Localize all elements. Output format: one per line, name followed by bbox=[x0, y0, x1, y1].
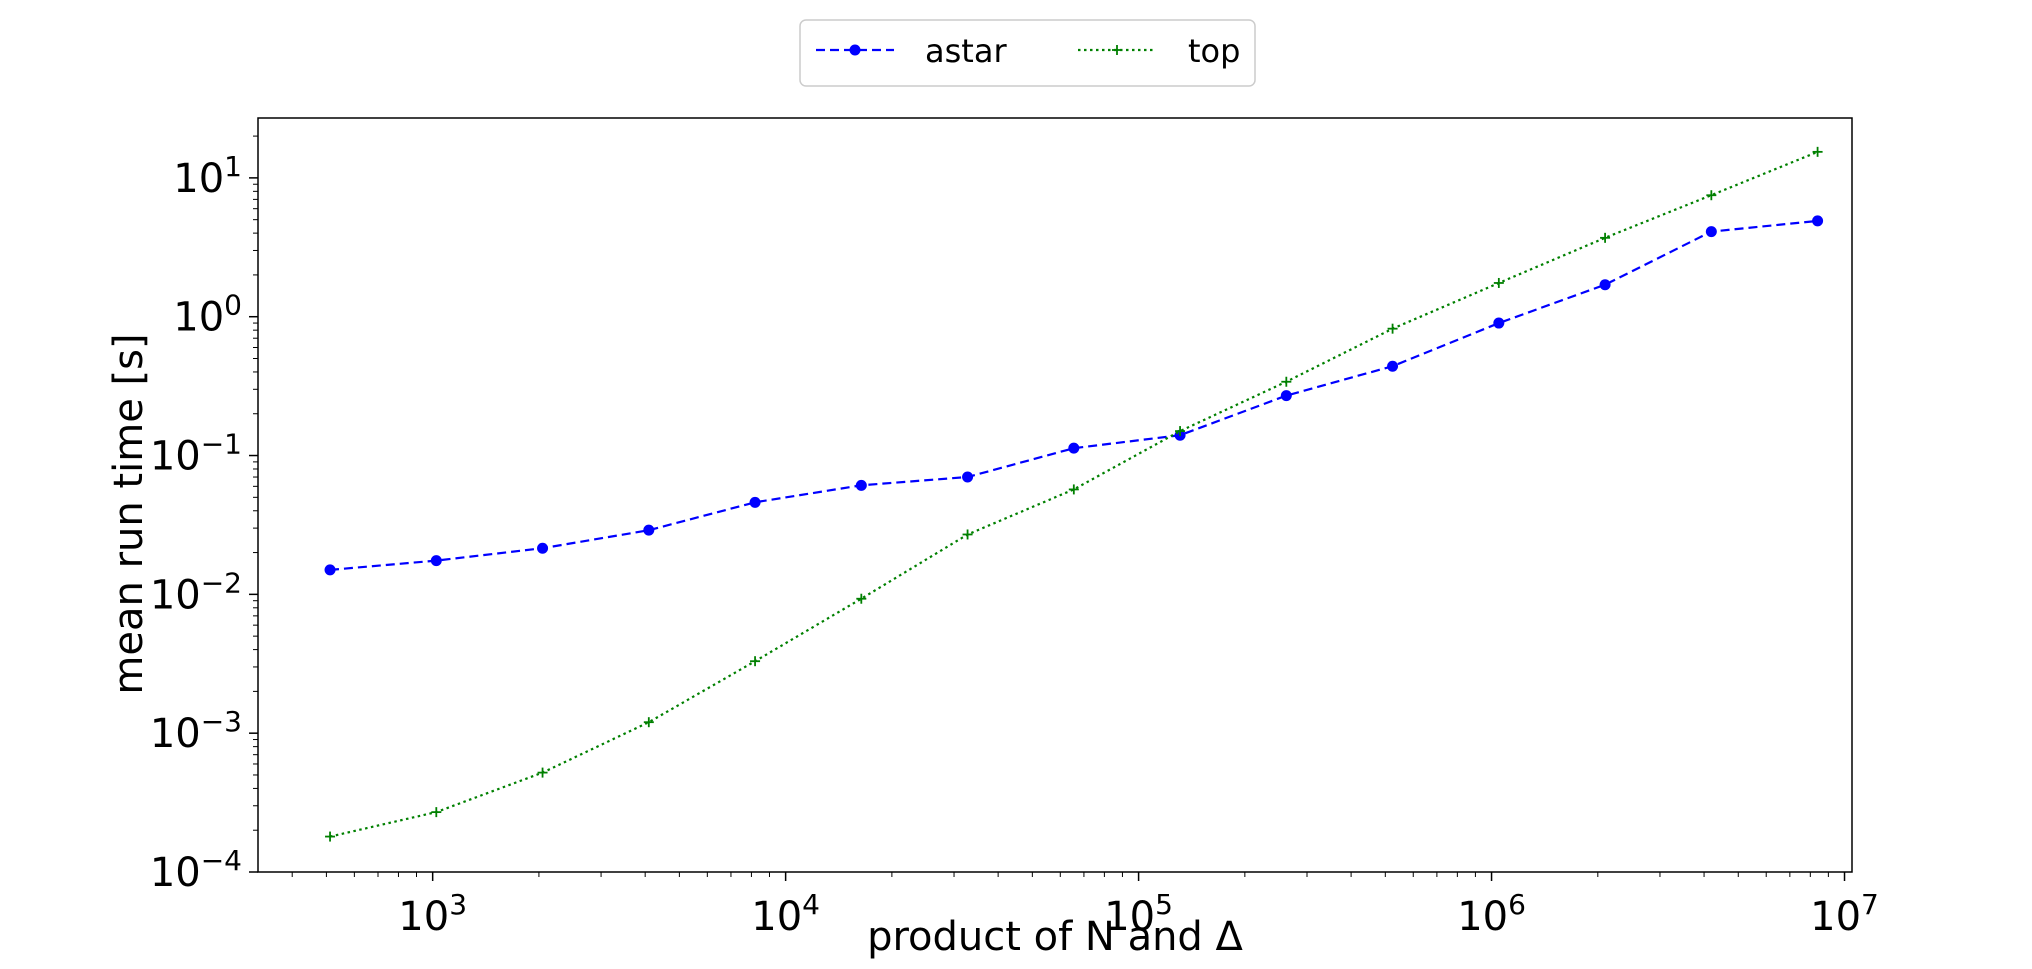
legend-label-top: top bbox=[1188, 32, 1240, 70]
legend-plus bbox=[1112, 45, 1122, 55]
x-tick-exponent: 7 bbox=[1861, 888, 1879, 921]
data-point-astar bbox=[1599, 279, 1611, 291]
y-axis-title: mean run time [s] bbox=[106, 333, 152, 694]
series-line-top bbox=[329, 150, 1819, 838]
x-tick-label: 105 bbox=[1104, 888, 1173, 940]
data-point-astar bbox=[1280, 390, 1292, 402]
y-tick-base: 10 bbox=[150, 572, 201, 618]
y-tick-label: 100 bbox=[173, 289, 242, 341]
plot-area bbox=[257, 117, 1853, 873]
x-tick-base: 10 bbox=[1104, 894, 1155, 940]
y-tick-base: 10 bbox=[173, 295, 224, 341]
data-point-top bbox=[431, 807, 442, 818]
data-point-astar bbox=[643, 524, 655, 536]
data-point-top bbox=[856, 593, 867, 604]
x-tick-label: 107 bbox=[1810, 888, 1879, 940]
data-point-astar bbox=[1705, 226, 1717, 238]
data-point-astar bbox=[855, 479, 867, 491]
y-tick-base: 10 bbox=[150, 850, 201, 896]
legend-marker-top bbox=[1112, 45, 1122, 55]
data-point-top bbox=[1281, 376, 1292, 387]
data-point-top bbox=[1068, 484, 1079, 495]
y-tick-exponent: 1 bbox=[224, 150, 242, 183]
y-tick-label: 10−1 bbox=[150, 428, 242, 480]
data-point-top bbox=[1600, 232, 1611, 243]
data-point-top bbox=[750, 656, 761, 667]
data-point-top bbox=[1493, 277, 1504, 288]
series-group bbox=[324, 146, 1824, 842]
series-astar bbox=[324, 215, 1824, 576]
y-tick-base: 10 bbox=[150, 711, 201, 757]
x-tick-exponent: 6 bbox=[1508, 888, 1526, 921]
x-tick-base: 10 bbox=[398, 894, 449, 940]
y-tick-exponent: −1 bbox=[201, 428, 242, 461]
x-axis-title: product of N and Δ bbox=[867, 914, 1243, 960]
data-point-top bbox=[325, 831, 336, 842]
x-tick-base: 10 bbox=[1457, 894, 1508, 940]
x-tick-base: 10 bbox=[1810, 894, 1861, 940]
series-top bbox=[325, 146, 1823, 842]
data-point-astar bbox=[1387, 360, 1399, 372]
y-tick-exponent: −4 bbox=[201, 844, 242, 877]
data-point-astar bbox=[962, 471, 974, 483]
legend-entry-top: top bbox=[1078, 32, 1240, 70]
data-point-astar bbox=[430, 555, 442, 567]
x-tick-exponent: 5 bbox=[1155, 888, 1173, 921]
data-point-astar bbox=[324, 564, 336, 576]
x-tick-label: 106 bbox=[1457, 888, 1526, 940]
data-point-top bbox=[537, 767, 548, 778]
legend: astar top bbox=[799, 19, 1256, 87]
x-tick-base: 10 bbox=[751, 894, 802, 940]
y-tick-label: 10−2 bbox=[150, 566, 242, 618]
x-tick-exponent: 4 bbox=[802, 888, 820, 921]
x-tick-label: 103 bbox=[398, 888, 467, 940]
data-point-top bbox=[1812, 146, 1823, 157]
legend-frame bbox=[799, 19, 1256, 87]
legend-entry-astar: astar bbox=[816, 32, 1007, 70]
legend-label-astar: astar bbox=[925, 32, 1007, 70]
y-tick-exponent: −3 bbox=[201, 705, 242, 738]
y-tick-base: 10 bbox=[150, 434, 201, 480]
y-tick-exponent: −2 bbox=[201, 566, 242, 599]
plot-frame bbox=[257, 117, 1853, 873]
y-tick-exponent: 0 bbox=[224, 289, 242, 322]
x-tick-label: 104 bbox=[751, 888, 820, 940]
data-point-astar bbox=[749, 496, 761, 508]
y-tick-base: 10 bbox=[173, 156, 224, 202]
y-tick-label: 10−3 bbox=[150, 705, 242, 757]
x-tick-exponent: 3 bbox=[449, 888, 467, 921]
series-line-astar bbox=[329, 219, 1818, 571]
data-point-astar bbox=[537, 542, 549, 554]
data-point-top bbox=[1175, 426, 1186, 437]
data-point-top bbox=[1706, 190, 1717, 201]
data-point-top bbox=[1387, 323, 1398, 334]
data-point-top bbox=[643, 717, 654, 728]
y-tick-label: 10−4 bbox=[150, 844, 242, 896]
data-point-top bbox=[962, 529, 973, 540]
data-point-astar bbox=[1068, 442, 1080, 454]
data-point-astar bbox=[1493, 317, 1505, 329]
data-point-astar bbox=[1812, 215, 1824, 227]
x-axis: 103 104 105 106 107 bbox=[291, 872, 1879, 940]
legend-marker-astar bbox=[849, 44, 861, 56]
y-tick-label: 101 bbox=[173, 150, 242, 202]
